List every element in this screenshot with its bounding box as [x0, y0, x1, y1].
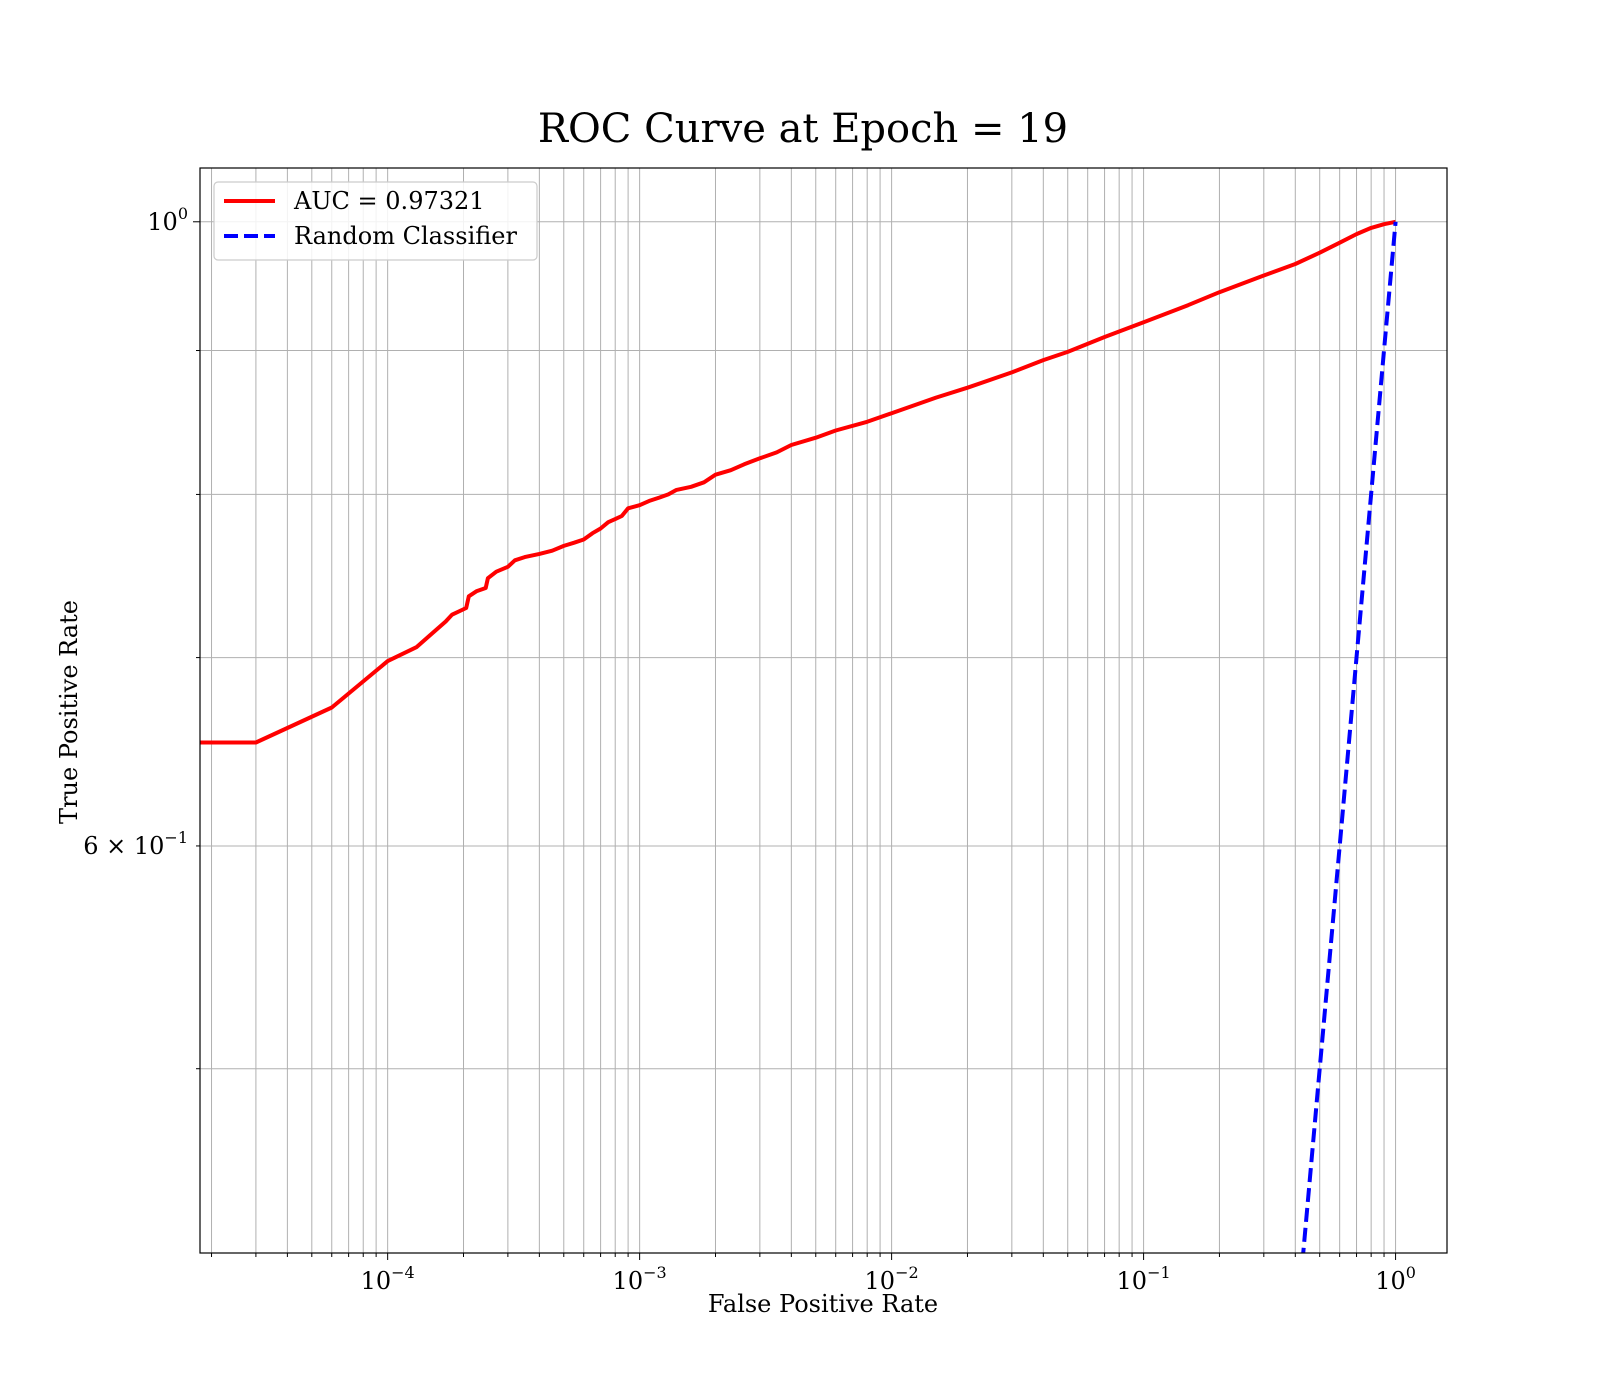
plot-frame: [199, 167, 1448, 1254]
y-axis-label: True Positive Rate: [55, 600, 83, 824]
y-tick-label: 6 × 10−1: [83, 828, 188, 860]
tick-marks: [193, 221, 1397, 1260]
legend: AUC = 0.97321 Random Classifier: [213, 181, 538, 261]
x-tick-labels: 10−4 10−3 10−2 10−1 100: [361, 1263, 1416, 1295]
roc-curve-line: [200, 219, 1397, 745]
x-axis-label: False Positive Rate: [708, 1290, 938, 1318]
legend-label-random: Random Classifier: [294, 222, 517, 250]
x-tick-label: 10−4: [361, 1263, 415, 1295]
legend-box: [213, 181, 538, 261]
y-tick-label: 100: [147, 204, 188, 236]
grid-lines: [200, 168, 1447, 1253]
x-tick-label: 100: [1375, 1263, 1416, 1295]
y-tick-labels: 6 × 10−1 100: [83, 204, 188, 860]
x-tick-label: 10−2: [865, 1263, 919, 1295]
series-layer: [200, 219, 1398, 1253]
chart-title: ROC Curve at Epoch = 19: [538, 106, 1068, 152]
x-tick-label: 10−3: [613, 1263, 667, 1295]
x-tick-label: 10−1: [1117, 1263, 1171, 1295]
legend-label-auc: AUC = 0.97321: [293, 187, 485, 215]
random-classifier-line: [1301, 221, 1398, 1253]
